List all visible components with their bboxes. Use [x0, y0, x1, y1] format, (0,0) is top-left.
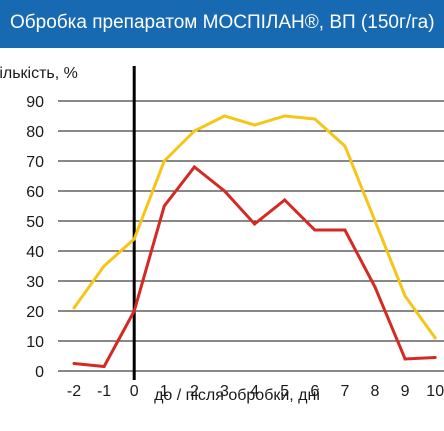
data-point: [192, 165, 196, 169]
data-point: [223, 189, 226, 193]
grid-lines: [58, 100, 444, 372]
data-point: [313, 117, 317, 121]
y-axis-title: Кількість, %: [0, 65, 78, 82]
y-tick-label: 70: [26, 154, 44, 171]
data-point: [253, 123, 257, 127]
data-point: [403, 294, 407, 298]
line-chart: 0 10 20 30 40 50 60 70 80 90 -2 -1 0 1 2 3 4 5 6 7 8 9 10 Кіль…: [0, 65, 444, 404]
data-point: [283, 114, 287, 118]
data-point: [162, 204, 166, 208]
x-tick-label: 5: [280, 383, 289, 400]
tick-labels: 0 10 20 30 40 50 60 70 80 90 -2 -1 0 1 2 3 4 5 6 7 8 9 10: [26, 94, 444, 400]
y-tick-label: 50: [26, 214, 44, 231]
data-point: [313, 228, 317, 232]
data-point: [343, 144, 347, 148]
data-point: [102, 365, 106, 368]
data-point: [223, 114, 226, 118]
y-tick-label: 10: [26, 334, 44, 351]
series-lines: [72, 114, 437, 369]
x-axis-title: до / після обробки, дні: [154, 387, 320, 404]
x-tick-label: 10: [426, 383, 444, 400]
y-tick-label: 0: [35, 364, 44, 381]
y-tick-label: 30: [26, 274, 44, 291]
x-tick-label: 2: [190, 383, 199, 400]
x-tick-label: 4: [250, 383, 259, 400]
x-tick-label: 9: [401, 383, 410, 400]
x-tick-label: 3: [220, 383, 229, 400]
x-tick-label: 6: [310, 383, 319, 400]
data-point: [102, 264, 106, 268]
x-tick-label: 1: [160, 383, 169, 400]
series-line-1: [73, 164, 436, 369]
y-tick-label: 80: [26, 124, 44, 141]
y-tick-label: 20: [26, 304, 44, 321]
data-point: [373, 219, 377, 223]
data-point: [132, 309, 136, 313]
y-tick-label: 40: [26, 244, 44, 261]
data-point: [253, 222, 257, 226]
data-point: [373, 285, 377, 289]
data-point: [433, 356, 437, 359]
data-point: [162, 159, 166, 163]
data-point: [72, 306, 76, 310]
x-tick-label: 8: [371, 383, 380, 400]
x-tick-label: 7: [340, 383, 349, 400]
x-tick-label: 0: [130, 383, 139, 400]
y-tick-label: 60: [26, 184, 44, 201]
data-point: [192, 129, 196, 133]
x-tick-label: -2: [67, 383, 81, 400]
data-point: [343, 228, 347, 232]
y-tick-label: 90: [26, 94, 44, 111]
data-point: [403, 357, 407, 361]
data-point: [283, 198, 287, 202]
data-point: [433, 336, 437, 340]
chart-title: Обробка препаратом МОСПІЛАН®, ВП (150г/г…: [0, 0, 444, 48]
data-point: [72, 362, 76, 365]
x-tick-label: -1: [97, 383, 111, 400]
data-point: [132, 237, 136, 241]
